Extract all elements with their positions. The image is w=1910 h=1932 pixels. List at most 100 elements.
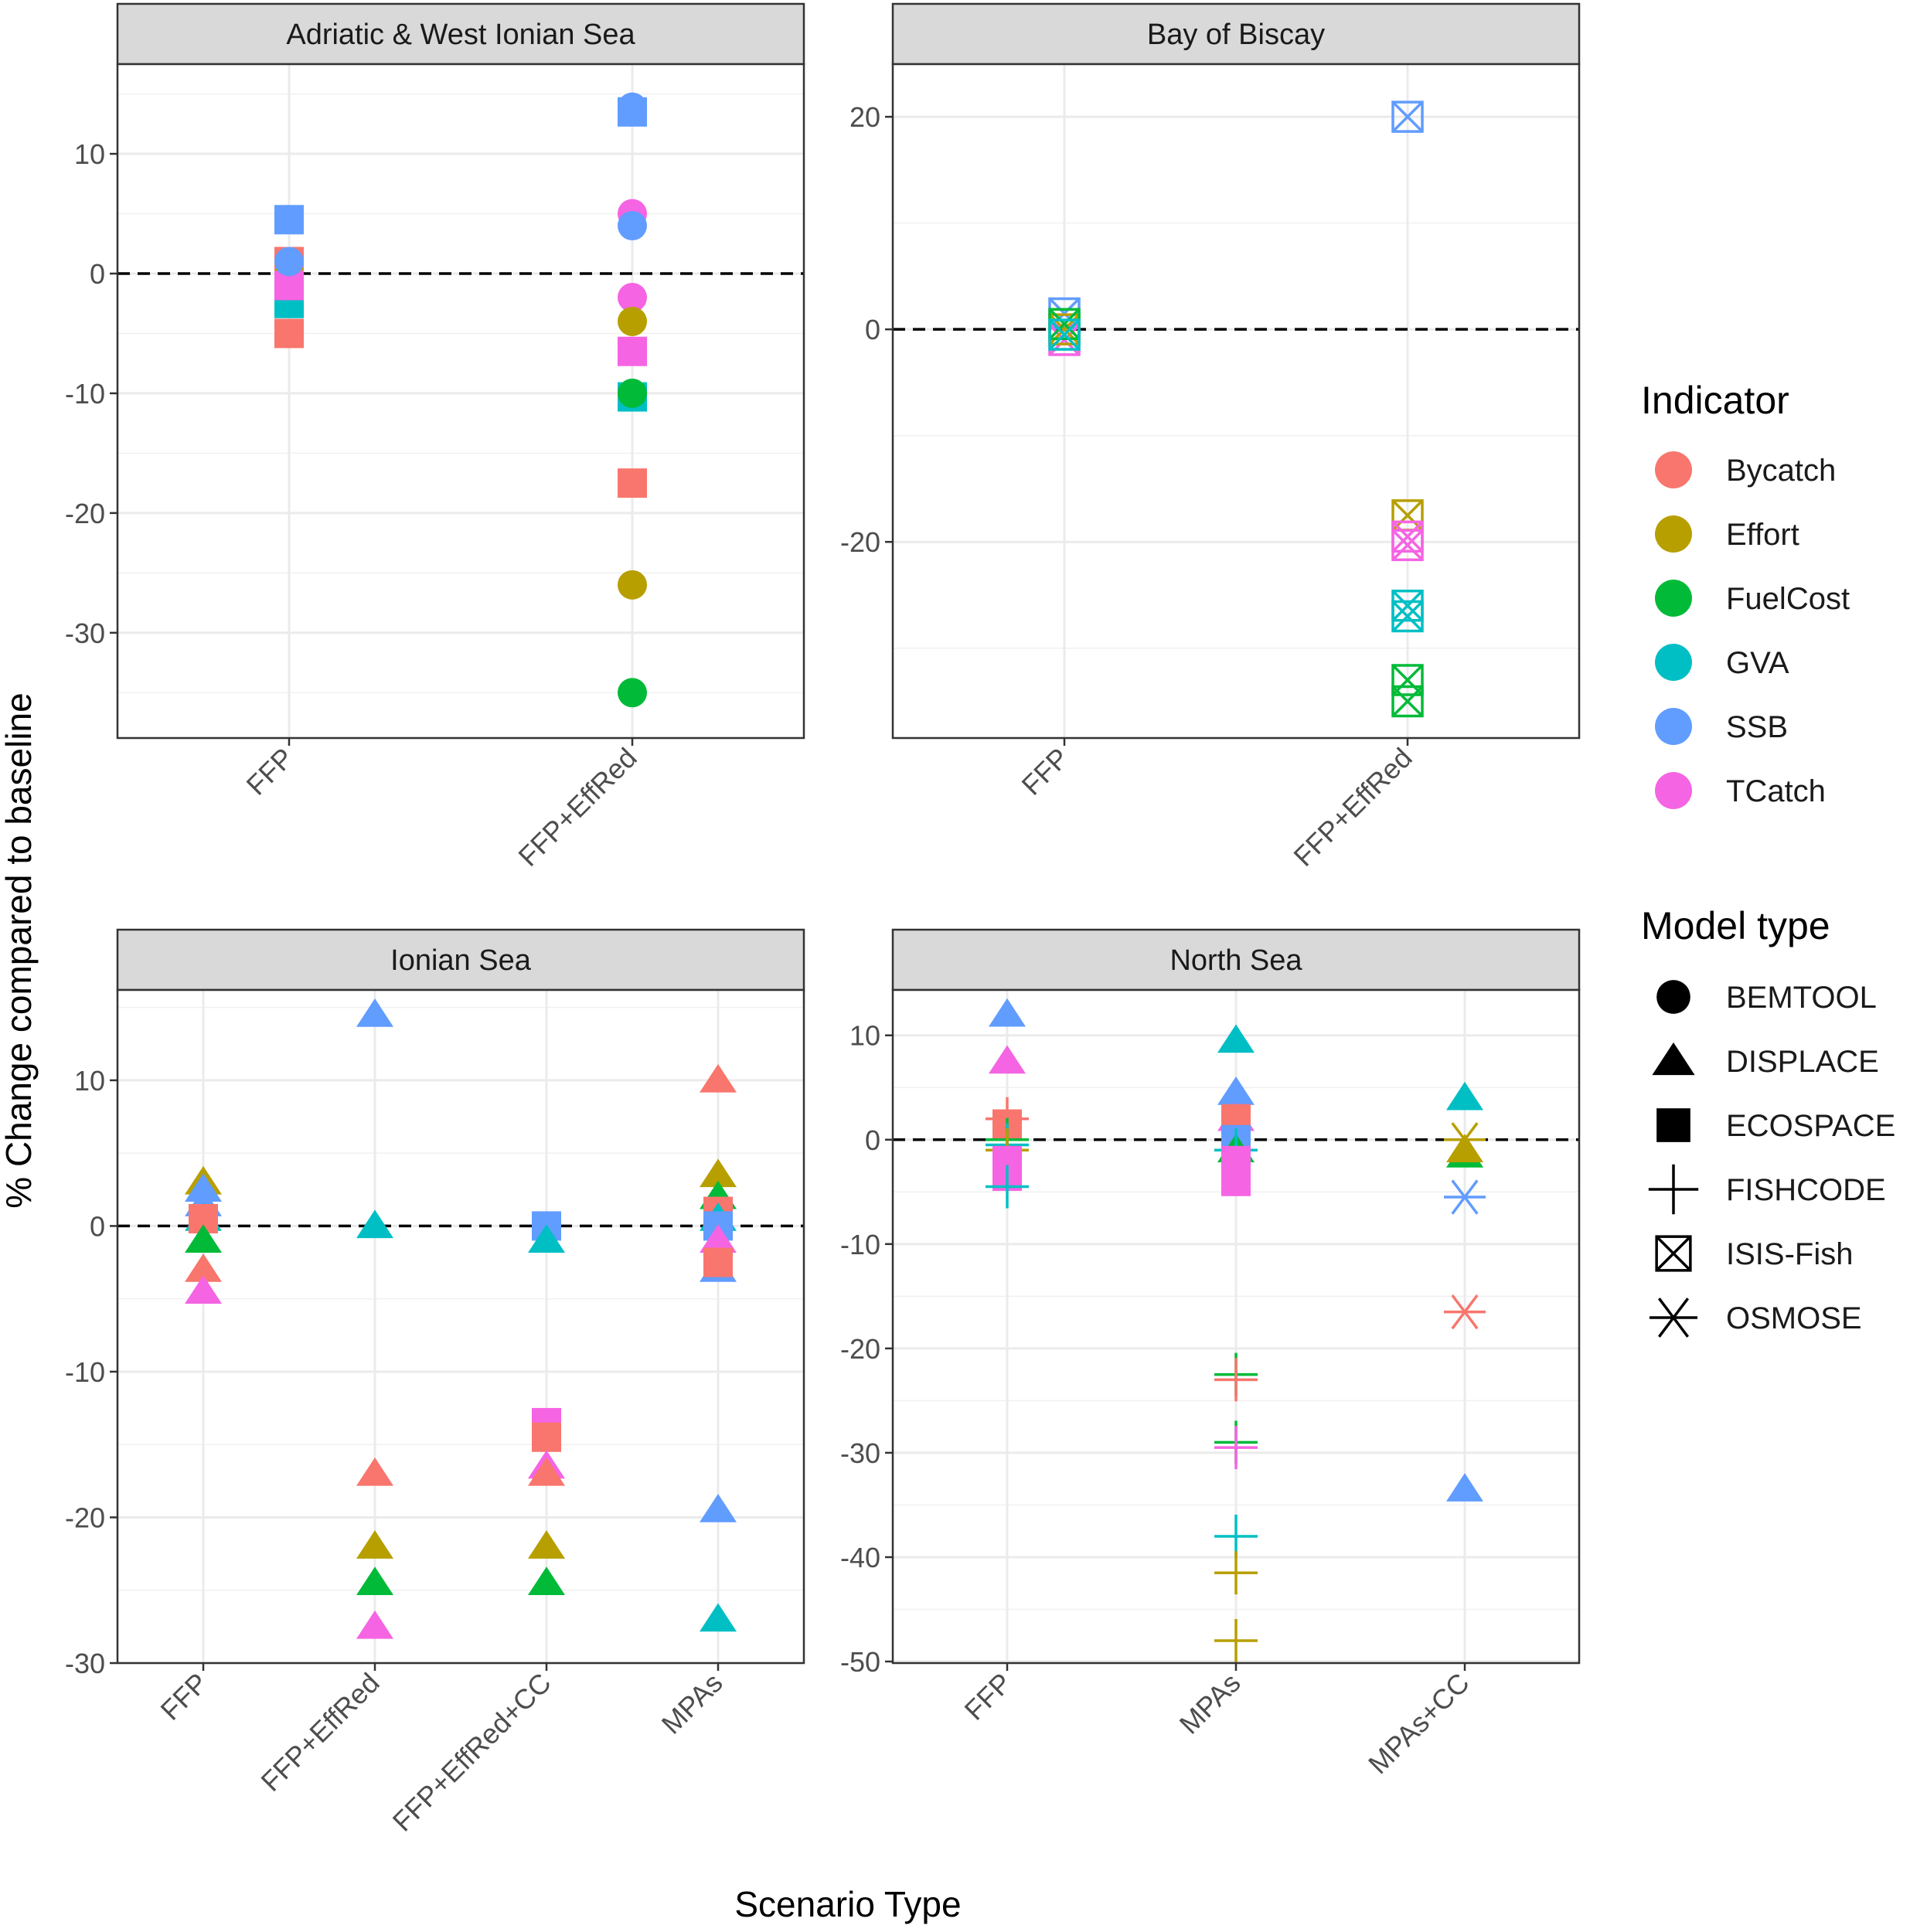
point-gva-fishcode xyxy=(1214,1514,1258,1558)
legend-label: OSMOSE xyxy=(1726,1301,1862,1335)
point-ssb-osmose xyxy=(1444,1179,1486,1215)
legend-item-osmose: OSMOSE xyxy=(1649,1298,1862,1338)
legend-key-effort xyxy=(1655,515,1692,553)
point-tcatch-ecospace xyxy=(618,336,647,366)
legend-title-indicator: Indicator xyxy=(1641,379,1789,422)
point-tcatch-bemtool xyxy=(618,282,647,312)
point-tcatch-displace xyxy=(185,1275,222,1304)
point-ssb-displace xyxy=(1446,1473,1483,1502)
legend-label: FuelCost xyxy=(1726,582,1850,616)
point-bycatch-displace xyxy=(356,1457,393,1486)
point-fuelcost-bemtool xyxy=(618,378,647,408)
data-points xyxy=(185,998,737,1639)
point-fuelcost-bemtool xyxy=(618,678,647,708)
y-tick-label: 10 xyxy=(74,138,105,170)
point-gva-fishcode xyxy=(986,1165,1029,1209)
y-tick-label: 0 xyxy=(865,314,880,345)
legend-label: ECOSPACE xyxy=(1726,1109,1895,1143)
y-tick-label: -20 xyxy=(65,498,105,529)
point-ssb-bemtool xyxy=(274,247,304,277)
legend-item-effort: Effort xyxy=(1655,515,1799,553)
legend-key-bemtool xyxy=(1656,980,1690,1014)
point-tcatch-ecospace xyxy=(1221,1166,1251,1196)
legend-label: GVA xyxy=(1726,646,1789,680)
legend-item-gva: GVA xyxy=(1655,644,1789,681)
point-bycatch-ecospace xyxy=(618,468,647,498)
y-axis: -50 -40 -30 -20 -10 0 10 xyxy=(840,1020,893,1678)
point-bycatch-displace xyxy=(528,1457,565,1486)
legend-label: TCatch xyxy=(1726,774,1826,808)
y-tick-label: -30 xyxy=(65,1648,105,1679)
point-ssb-bemtool xyxy=(618,211,647,241)
legend-item-displace: DISPLACE xyxy=(1652,1042,1879,1079)
panel-border xyxy=(891,63,1581,740)
point-effort-bemtool xyxy=(618,306,647,336)
point-gva-displace xyxy=(528,1224,565,1253)
y-tick-label: -20 xyxy=(840,1333,880,1365)
point-fuelcost-displace xyxy=(528,1566,565,1596)
legend-title-model-type: Model type xyxy=(1641,904,1830,947)
point-tcatch-isis-fish xyxy=(1391,529,1424,562)
facet-strip xyxy=(116,2,805,66)
point-tcatch-displace xyxy=(989,1045,1026,1074)
point-fuelcost-displace xyxy=(356,1566,393,1596)
legend-label: Bycatch xyxy=(1726,454,1836,488)
legend-item-bemtool: BEMTOOL xyxy=(1656,980,1877,1015)
legend-label: DISPLACE xyxy=(1726,1045,1879,1079)
point-bycatch-osmose xyxy=(1444,1294,1486,1330)
panel-adriatic-west-ionian-sea: Adriatic & West Ionian Sea-30-20-10010FF… xyxy=(65,2,805,872)
point-bycatch-displace xyxy=(185,1253,222,1282)
x-axis-title: Scenario Type xyxy=(734,1884,961,1924)
legend-indicator-items: Bycatch Effort FuelCost GVA SSB TCatch xyxy=(1655,451,1850,809)
legend-key-bycatch xyxy=(1655,451,1692,488)
y-tick-label: 0 xyxy=(865,1124,880,1156)
point-bycatch-ecospace xyxy=(274,318,304,349)
y-tick-label: -50 xyxy=(840,1646,880,1678)
facet-title: Adriatic & West Ionian Sea xyxy=(286,19,635,51)
point-fuelcost-isis-fish xyxy=(1391,685,1424,718)
legend-label: Effort xyxy=(1726,518,1799,552)
point-tcatch-fishcode xyxy=(1214,1426,1258,1470)
y-tick-label: -20 xyxy=(840,526,880,558)
legend-key-isis-fish xyxy=(1655,1235,1692,1272)
point-effort-bemtool xyxy=(618,570,647,600)
legend-key-ecospace xyxy=(1656,1108,1690,1142)
y-axis: -30 -20 -10 0 10 xyxy=(65,138,117,649)
point-ssb-ecospace xyxy=(274,205,304,235)
y-axis-title: % Change compared to baseline xyxy=(0,692,39,1208)
legend-label: SSB xyxy=(1726,710,1788,744)
panel-border xyxy=(116,63,805,740)
point-effort-displace xyxy=(700,1158,737,1188)
facet-strip xyxy=(116,928,805,992)
y-tick-label: 10 xyxy=(74,1065,105,1097)
y-tick-label: 10 xyxy=(849,1020,880,1052)
facet-title: Bay of Biscay xyxy=(1147,19,1325,51)
point-gva-displace xyxy=(1217,1024,1255,1053)
point-bycatch-fishcode xyxy=(1214,1358,1258,1402)
legend-key-fishcode xyxy=(1648,1164,1699,1215)
legend-item-ssb: SSB xyxy=(1655,708,1788,745)
data-points xyxy=(986,998,1486,1662)
y-tick-label: -10 xyxy=(65,1356,105,1388)
y-tick-label: 0 xyxy=(90,1210,105,1242)
legend-item-tcatch: TCatch xyxy=(1655,772,1826,809)
point-ssb-bemtool xyxy=(618,92,647,122)
plot-background xyxy=(117,64,804,738)
legend-key-ssb xyxy=(1655,708,1692,745)
point-effort-fishcode xyxy=(1214,1618,1258,1662)
point-tcatch-displace xyxy=(356,1610,393,1639)
plot-background xyxy=(893,64,1579,738)
point-ssb-isis-fish xyxy=(1391,100,1424,133)
y-axis: -30 -20 -10 0 10 xyxy=(65,1065,117,1679)
y-tick-label: 0 xyxy=(90,258,105,290)
point-effort-displace xyxy=(356,1530,393,1559)
point-bycatch-ecospace xyxy=(532,1422,561,1452)
point-gva-displace xyxy=(1446,1081,1483,1111)
legend-label: FISHCODE xyxy=(1726,1173,1886,1207)
point-effort-fishcode xyxy=(1214,1551,1258,1595)
legend-model-items: BEMTOOL DISPLACE ECOSPACE FISHCODE ISIS-Fish… xyxy=(1648,980,1895,1338)
point-ssb-displace xyxy=(1217,1076,1255,1105)
point-ssb-displace xyxy=(185,1173,222,1202)
